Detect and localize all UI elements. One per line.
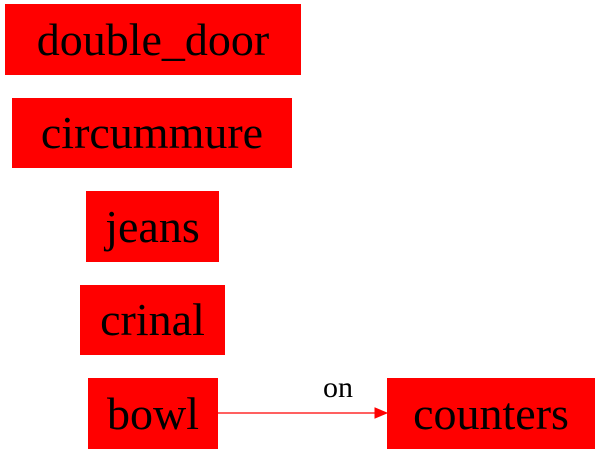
- edge-label-on: on: [323, 371, 353, 404]
- node-bowl: bowl: [88, 378, 218, 449]
- node-counters: counters: [387, 378, 595, 449]
- node-crinal: crinal: [80, 285, 225, 355]
- node-circummure: circummure: [12, 98, 292, 168]
- node-double-door: double_door: [5, 4, 301, 75]
- edge-arrowhead: [374, 407, 389, 419]
- node-jeans: jeans: [86, 191, 219, 262]
